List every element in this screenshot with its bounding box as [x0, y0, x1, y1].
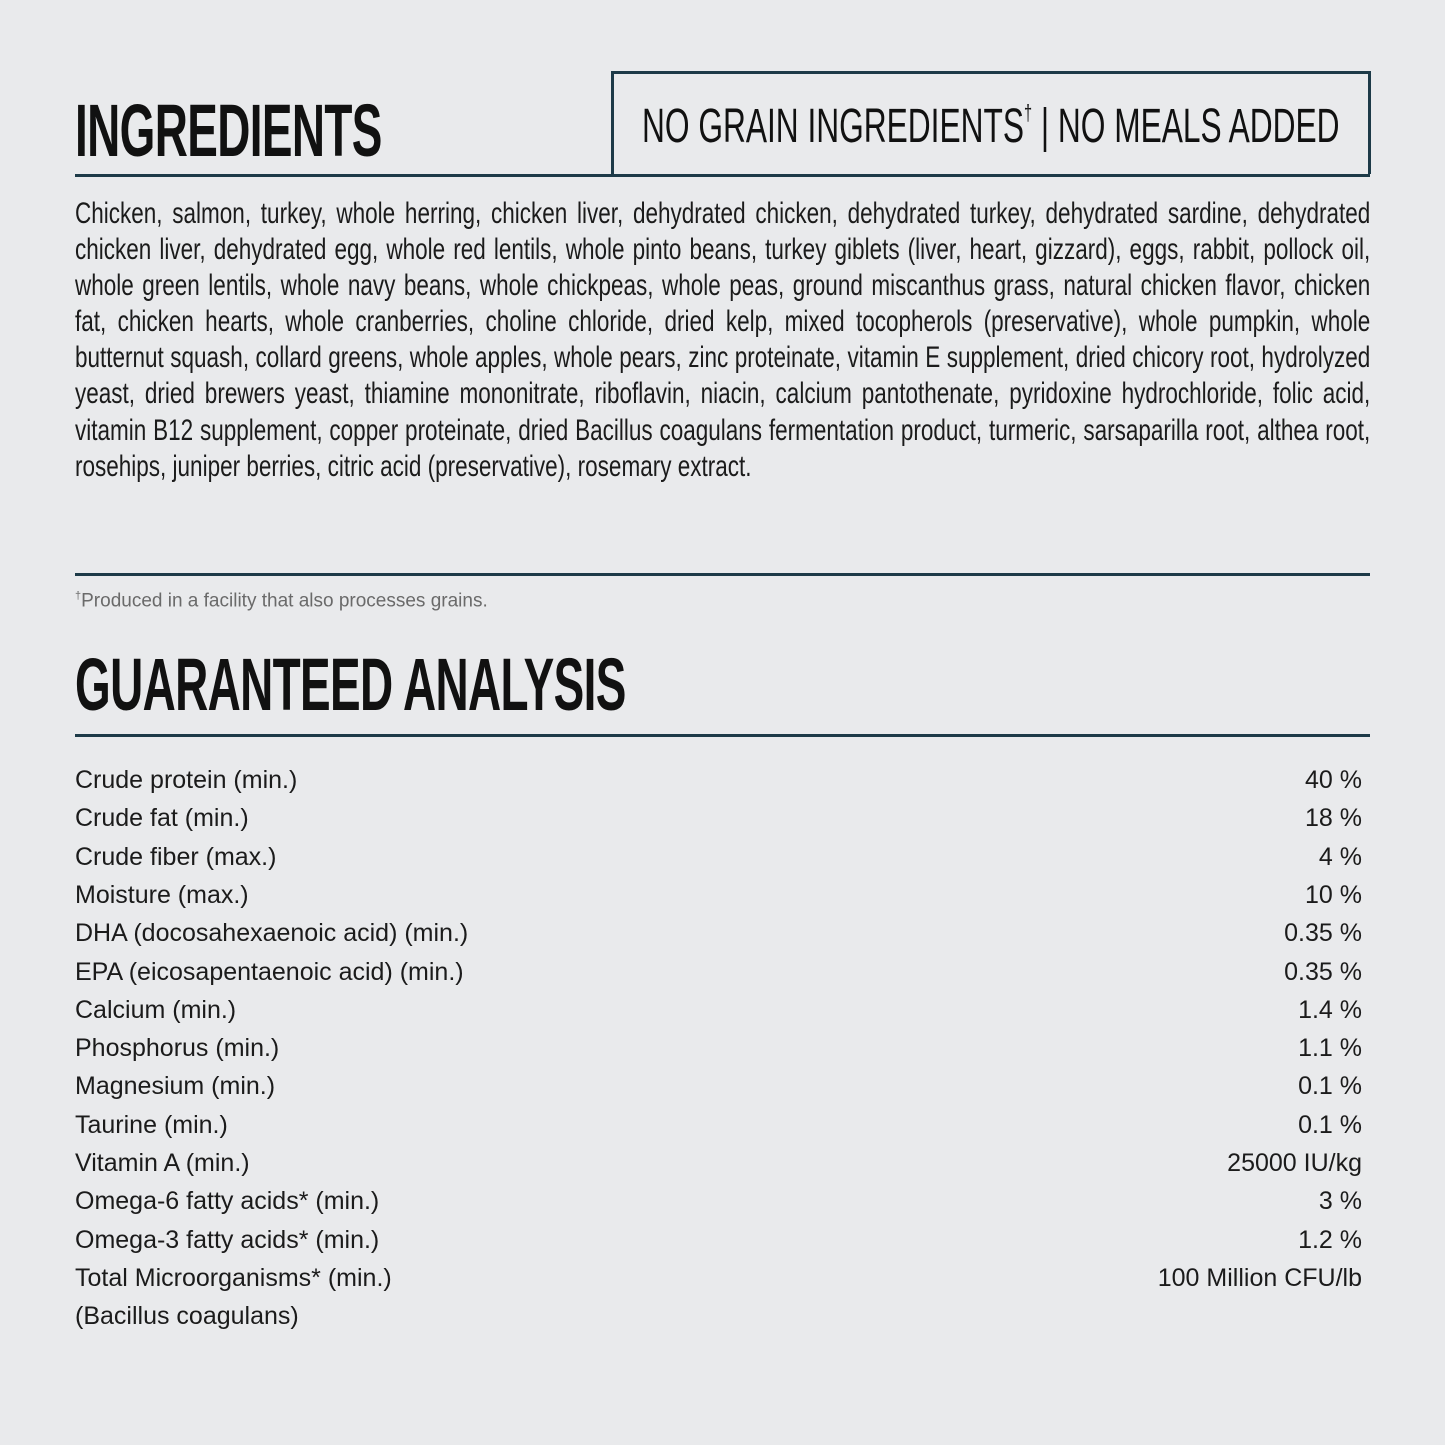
analysis-row: Omega-6 fatty acids* (min.) 3 % — [75, 1186, 1362, 1216]
nutrient-value: 1.1 % — [1298, 1034, 1362, 1063]
nutrient-value: 1.2 % — [1298, 1225, 1362, 1254]
ingredients-title: INGREDIENTS — [75, 89, 382, 172]
rule — [75, 174, 1370, 177]
nutrient-value: 10 % — [1305, 880, 1362, 909]
analysis-row: Magnesium (min.) 0.1 % — [75, 1071, 1362, 1101]
footnote-mark: † — [75, 590, 82, 602]
rule — [75, 734, 1370, 737]
nutrient-name: Omega-3 fatty acids* (min.) — [75, 1225, 380, 1254]
analysis-row: Crude protein (min.) 40 % — [75, 765, 1362, 795]
analysis-note: (Bacillus coagulans) — [75, 1302, 299, 1331]
analysis-row: DHA (docosahexaenoic acid) (min.) 0.35 % — [75, 918, 1362, 948]
analysis-row: Vitamin A (min.) 25000 IU/kg — [75, 1148, 1362, 1178]
badge-text-part: NO GRAIN INGREDIENTS — [642, 100, 1024, 153]
nutrient-value: 0.35 % — [1284, 957, 1362, 986]
nutrient-value: 1.4 % — [1298, 995, 1362, 1024]
analysis-row: Moisture (max.) 10 % — [75, 880, 1362, 910]
badge-text: NO GRAIN INGREDIENTS† | NO MEALS ADDED — [642, 102, 1340, 151]
nutrient-name: EPA (eicosapentaenoic acid) (min.) — [75, 957, 464, 986]
analysis-row: EPA (eicosapentaenoic acid) (min.) 0.35 % — [75, 957, 1362, 987]
nutrient-value: 40 % — [1305, 766, 1362, 794]
nutrient-name: Total Microorganisms* (min.) — [75, 1263, 392, 1292]
analysis-row: Phosphorus (min.) 1.1 % — [75, 1033, 1362, 1063]
nutrient-name: Magnesium (min.) — [75, 1072, 276, 1101]
nutrient-name: DHA (docosahexaenoic acid) (min.) — [75, 919, 469, 948]
analysis-row: Calcium (min.) 1.4 % — [75, 995, 1362, 1025]
nutrient-name: Crude protein (min.) — [75, 766, 298, 794]
footnote-text: Produced in a facility that also process… — [81, 590, 488, 612]
analysis-row: Total Microorganisms* (min.) 100 Million … — [75, 1263, 1362, 1293]
nutrient-value: 0.35 % — [1284, 919, 1362, 948]
nutrient-name: Omega-6 fatty acids* (min.) — [75, 1187, 380, 1216]
analysis-row: Taurine (min.) 0.1 % — [75, 1110, 1362, 1140]
analysis-row: Omega-3 fatty acids* (min.) 1.2 % — [75, 1225, 1362, 1255]
analysis-row: Crude fiber (max.) 4 % — [75, 842, 1362, 872]
nutrient-value: 0.1 % — [1298, 1110, 1362, 1139]
nutrient-name: Calcium (min.) — [75, 995, 237, 1024]
rule — [75, 573, 1370, 576]
nutrient-value: 25000 IU/kg — [1227, 1149, 1362, 1177]
nutrient-name: Phosphorus (min.) — [75, 1034, 280, 1063]
badge-mark: † — [1023, 100, 1033, 125]
nutrient-value: 3 % — [1318, 1187, 1362, 1216]
nutrient-name: Taurine (min.) — [75, 1110, 228, 1139]
footnote: †Produced in a facility that also proces… — [75, 590, 488, 612]
nutrient-name: Crude fat (min.) — [75, 804, 249, 833]
badge-text-part: | NO MEALS ADDED — [1040, 100, 1340, 153]
nutrient-name: Crude fiber (max.) — [75, 842, 277, 871]
analysis-title: GUARANTEED ANALYSIS — [75, 643, 626, 726]
analysis-row: Crude fat (min.) 18 % — [75, 803, 1362, 833]
ingredients-text: Chicken, salmon, turkey, whole herring, … — [75, 197, 1371, 483]
badge: NO GRAIN INGREDIENTS† | NO MEALS ADDED — [611, 71, 1371, 174]
nutrient-value: 18 % — [1305, 804, 1362, 833]
nutrient-value: 4 % — [1318, 842, 1362, 871]
nutrient-name: Moisture (max.) — [75, 880, 249, 909]
nutrient-value: 0.1 % — [1298, 1072, 1362, 1101]
nutrient-name: Vitamin A (min.) — [75, 1149, 250, 1177]
nutrient-value: 100 Million CFU/lb — [1157, 1263, 1362, 1292]
